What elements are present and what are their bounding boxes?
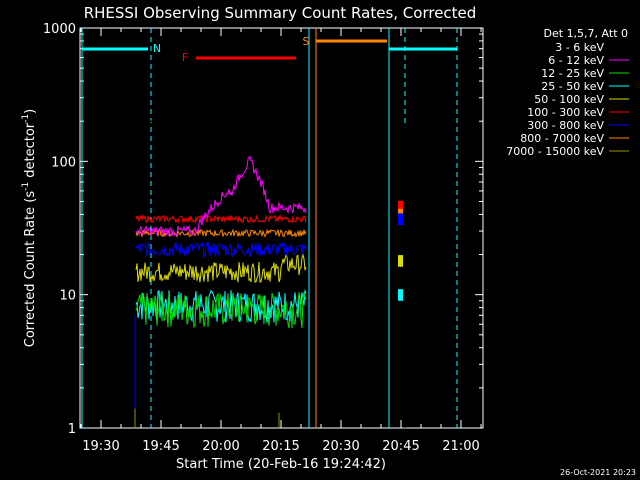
timestamp: 26-Oct-2021 20:23 — [560, 468, 636, 477]
x-tick-label: 19:30 — [82, 439, 119, 454]
legend-item-label: 300 - 800 keV — [527, 119, 604, 132]
marker-s-label: S — [303, 35, 310, 48]
x-tick-label: 19:45 — [142, 439, 179, 454]
series-100-300-kev — [135, 213, 307, 225]
y-tick-label: 1 — [68, 422, 76, 437]
legend-item-label: 7000 - 15000 keV — [506, 145, 604, 158]
marker-f-label: F — [182, 51, 188, 64]
x-tick-label: 20:00 — [202, 439, 239, 454]
legend-item-label: 6 - 12 keV — [548, 54, 604, 67]
legend-header: Det 1,5,7, Att 0 — [544, 27, 628, 40]
series-6-12-kev — [135, 155, 307, 237]
series-300-800-kev — [135, 241, 307, 259]
series-25-50-kev — [135, 288, 307, 323]
series-50-100-kev-seg2 — [398, 255, 403, 267]
y-axis-ticks: 1 10 100 1000 — [43, 22, 483, 437]
x-axis-ticks: 19:30 19:45 20:00 20:15 20:30 20:45 21:00 — [80, 28, 482, 454]
series-3-6-kev — [135, 108, 307, 125]
y-axis-label: Corrected Count Rate (s-1 detector-1) — [21, 109, 38, 347]
series-50-100-kev — [135, 253, 307, 283]
legend-item-label: 100 - 300 keV — [527, 106, 604, 119]
x-tick-label: 21:00 — [442, 439, 479, 454]
series-300-800-kev-seg2 — [398, 213, 403, 226]
legend-item-label: 12 - 25 keV — [541, 67, 604, 80]
x-tick-label: 20:30 — [322, 439, 359, 454]
legend-item-label: 50 - 100 keV — [534, 93, 604, 106]
y-tick-label: 1000 — [43, 22, 76, 37]
series-12-25-kev — [135, 291, 307, 329]
x-tick-label: 20:45 — [382, 439, 419, 454]
y-tick-label: 10 — [59, 289, 76, 304]
x-axis-label: Start Time (20-Feb-16 19:24:42) — [176, 457, 386, 472]
legend-item-label: 3 - 6 keV — [555, 41, 604, 54]
x-tick-label: 20:15 — [262, 439, 299, 454]
data-series — [134, 108, 406, 428]
legend-item-label: 25 - 50 keV — [541, 80, 604, 93]
series-25-50-kev-seg2 — [398, 289, 403, 301]
series-100-300-kev-seg2 — [398, 200, 403, 213]
legend-item-label: 800 - 7000 keV — [520, 132, 604, 145]
chart-title: RHESSI Observing Summary Count Rates, Co… — [84, 4, 477, 22]
y-tick-label: 100 — [51, 155, 76, 170]
series-3-6-kev-seg2 — [397, 123, 406, 129]
marker-n-label: N — [153, 42, 161, 55]
